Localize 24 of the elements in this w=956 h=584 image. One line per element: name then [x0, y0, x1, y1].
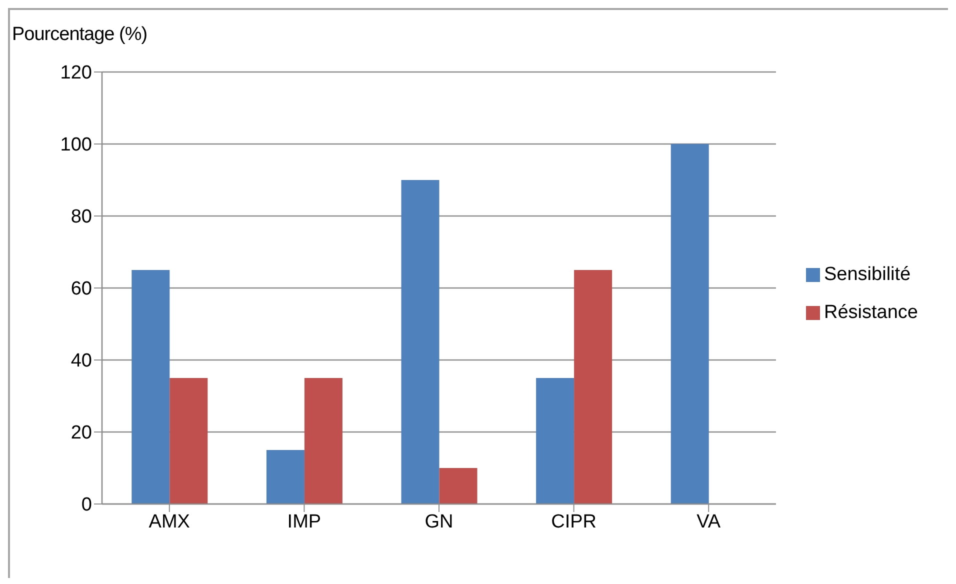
- bar: [132, 270, 170, 504]
- legend-label: Résistance: [824, 302, 918, 323]
- y-axis-title: Pourcentage (%): [12, 24, 148, 46]
- y-tick-label: 80: [70, 206, 92, 228]
- bar: [401, 180, 440, 504]
- x-tick-label: CIPR: [551, 511, 597, 532]
- bar: [439, 468, 478, 504]
- bar: [266, 450, 304, 504]
- legend-label: Sensibilité: [824, 264, 911, 285]
- y-tick-label: 60: [70, 278, 92, 300]
- x-tick-label: AMX: [148, 511, 190, 532]
- x-tick-label: GN: [424, 511, 454, 532]
- y-tick-label: 0: [81, 494, 92, 516]
- y-tick-label: 20: [70, 422, 92, 444]
- bar: [574, 270, 612, 504]
- y-tick-label: 120: [60, 62, 92, 84]
- y-tick-label: 100: [60, 134, 92, 156]
- x-tick-label: IMP: [287, 511, 322, 532]
- x-tick-label: VA: [696, 511, 721, 532]
- bar: [670, 144, 709, 504]
- y-tick-label: 40: [70, 350, 92, 372]
- bar: [304, 378, 342, 504]
- bar: [536, 378, 574, 504]
- bar: [170, 378, 208, 504]
